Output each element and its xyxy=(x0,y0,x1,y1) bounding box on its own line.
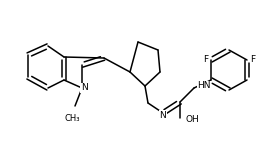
Text: N: N xyxy=(160,110,166,119)
Text: F: F xyxy=(203,54,208,63)
Text: HN: HN xyxy=(197,81,211,90)
Text: CH₃: CH₃ xyxy=(64,114,80,123)
Text: N: N xyxy=(81,83,87,93)
Text: OH: OH xyxy=(186,115,200,124)
Text: F: F xyxy=(250,54,255,63)
